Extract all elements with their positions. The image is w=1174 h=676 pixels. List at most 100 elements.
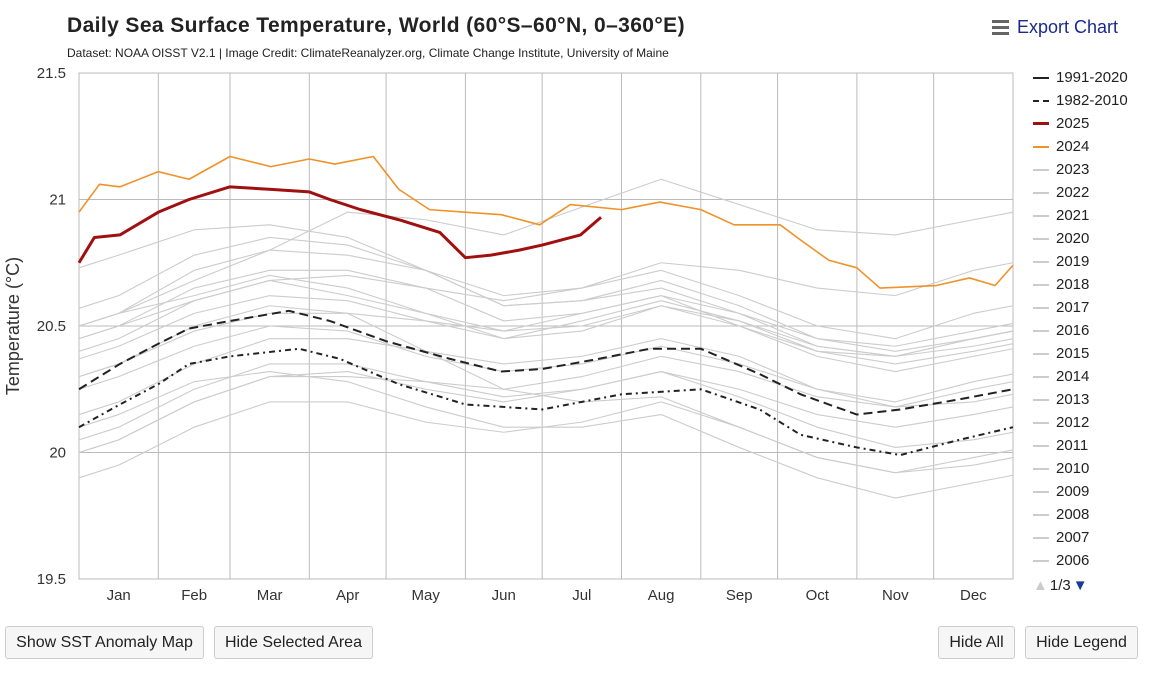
legend-item-2025[interactable]: 2025 [1033, 112, 1128, 135]
hide-selected-area-button[interactable]: Hide Selected Area [214, 626, 373, 659]
legend-swatch [1033, 490, 1049, 493]
legend-label: 2017 [1056, 299, 1090, 316]
legend-swatch [1033, 145, 1049, 148]
legend-item-2019[interactable]: 2019 [1033, 250, 1128, 273]
legend-item-2023[interactable]: 2023 [1033, 158, 1128, 181]
legend-swatch [1033, 398, 1049, 401]
legend-item-2017[interactable]: 2017 [1033, 296, 1128, 319]
legend-swatch [1033, 214, 1049, 217]
legend-item-2008[interactable]: 2008 [1033, 503, 1128, 526]
x-tick-label: Nov [882, 587, 909, 604]
x-tick-label: Jul [572, 587, 591, 604]
legend-item-2015[interactable]: 2015 [1033, 342, 1128, 365]
legend-swatch [1033, 99, 1049, 102]
legend-label: 2006 [1056, 552, 1090, 569]
legend-pager: ▲ 1/3 ▼ [1033, 577, 1088, 594]
show-sst-anomaly-map-button[interactable]: Show SST Anomaly Map [5, 626, 204, 659]
legend-item-2018[interactable]: 2018 [1033, 273, 1128, 296]
x-tick-label: Sep [726, 587, 753, 604]
x-tick-label: Apr [336, 587, 359, 604]
chart-plot[interactable]: 19.5 20 20.5 21 21.5 Jan Feb Mar Apr May Jun Jul Aug… [0, 0, 1030, 615]
series-line-2011[interactable] [78, 363, 1014, 448]
legend-label: 2007 [1056, 529, 1090, 546]
legend-item-1991-2020[interactable]: 1991-2020 [1033, 66, 1128, 89]
legend-item-2006[interactable]: 2006 [1033, 549, 1128, 572]
legend-swatch [1033, 122, 1049, 125]
legend: 1991-2020 1982-2010 2025 2024 2023 2022 2021 20… [1033, 66, 1128, 572]
legend-label: 2013 [1056, 391, 1090, 408]
export-chart-button[interactable]: Export Chart [992, 17, 1118, 38]
series-line-2019[interactable] [78, 249, 1014, 340]
y-axis-label: Temperature (°C) [3, 257, 23, 395]
legend-item-2024[interactable]: 2024 [1033, 135, 1128, 158]
legend-swatch [1033, 168, 1049, 171]
legend-label: 2009 [1056, 483, 1090, 500]
series-line-2018[interactable] [78, 295, 1014, 360]
series-line-2024[interactable] [78, 155, 1014, 289]
series-line-2013[interactable] [78, 325, 1014, 403]
legend-item-2011[interactable]: 2011 [1033, 434, 1128, 457]
legend-item-2012[interactable]: 2012 [1033, 411, 1128, 434]
legend-item-2016[interactable]: 2016 [1033, 319, 1128, 342]
legend-swatch [1033, 467, 1049, 470]
x-tick-label: Mar [257, 587, 283, 604]
series-line-2025[interactable] [77, 185, 602, 264]
x-tick-label: Dec [960, 587, 987, 604]
legend-swatch [1033, 352, 1049, 355]
series-line-2022[interactable] [78, 274, 1014, 357]
legend-item-2021[interactable]: 2021 [1033, 204, 1128, 227]
legend-item-2022[interactable]: 2022 [1033, 181, 1128, 204]
series-line-2020[interactable] [78, 236, 1014, 347]
legend-item-2009[interactable]: 2009 [1033, 480, 1128, 503]
menu-icon [992, 20, 1009, 35]
legend-label: 2010 [1056, 460, 1090, 477]
legend-prev-arrow-icon[interactable]: ▲ [1033, 577, 1048, 594]
legend-label: 2021 [1056, 207, 1090, 224]
legend-swatch [1033, 283, 1049, 286]
legend-label: 1991-2020 [1056, 69, 1128, 86]
legend-label: 2012 [1056, 414, 1090, 431]
y-tick-label: 20.5 [37, 318, 66, 335]
y-tick-label: 20 [49, 445, 66, 462]
legend-item-2013[interactable]: 2013 [1033, 388, 1128, 411]
legend-swatch [1033, 421, 1049, 424]
legend-swatch [1033, 536, 1049, 539]
legend-item-1982-2010[interactable]: 1982-2010 [1033, 89, 1128, 112]
legend-label: 2023 [1056, 161, 1090, 178]
x-tick-label: Feb [181, 587, 207, 604]
legend-label: 2022 [1056, 184, 1090, 201]
x-tick-label: Aug [648, 587, 675, 604]
x-tick-label: Oct [806, 587, 830, 604]
hide-legend-button[interactable]: Hide Legend [1025, 626, 1138, 659]
chart-subtitle: Dataset: NOAA OISST V2.1 | Image Credit:… [67, 46, 669, 60]
legend-label: 2015 [1056, 345, 1090, 362]
legend-swatch [1033, 559, 1049, 562]
series-line-2017[interactable] [78, 269, 1014, 373]
legend-label: 1982-2010 [1056, 92, 1128, 109]
series-line-2010[interactable] [78, 305, 1014, 474]
series-line-2021[interactable] [78, 279, 1014, 365]
legend-swatch [1033, 76, 1049, 79]
legend-swatch [1033, 191, 1049, 194]
legend-label: 2020 [1056, 230, 1090, 247]
legend-swatch [1033, 375, 1049, 378]
series-line-1982-2010[interactable] [78, 347, 1014, 457]
series-line-2009[interactable] [78, 355, 1014, 454]
legend-swatch [1033, 329, 1049, 332]
legend-label: 2016 [1056, 322, 1090, 339]
legend-item-2014[interactable]: 2014 [1033, 365, 1128, 388]
series-line-2023[interactable] [78, 178, 1014, 327]
legend-item-2007[interactable]: 2007 [1033, 526, 1128, 549]
legend-item-2020[interactable]: 2020 [1033, 227, 1128, 250]
y-tick-label: 21 [49, 192, 66, 209]
export-chart-label: Export Chart [1017, 17, 1119, 37]
legend-swatch [1033, 444, 1049, 447]
legend-page-number: 1/3 [1049, 577, 1071, 594]
legend-next-arrow-icon[interactable]: ▼ [1072, 577, 1088, 594]
chart-title: Daily Sea Surface Temperature, World (60… [67, 14, 685, 37]
x-tick-label: Jun [492, 587, 516, 604]
legend-item-2010[interactable]: 2010 [1033, 457, 1128, 480]
series-line-1991-2020[interactable] [78, 309, 1014, 416]
hide-all-button[interactable]: Hide All [938, 626, 1015, 659]
y-tick-label: 19.5 [37, 571, 66, 588]
